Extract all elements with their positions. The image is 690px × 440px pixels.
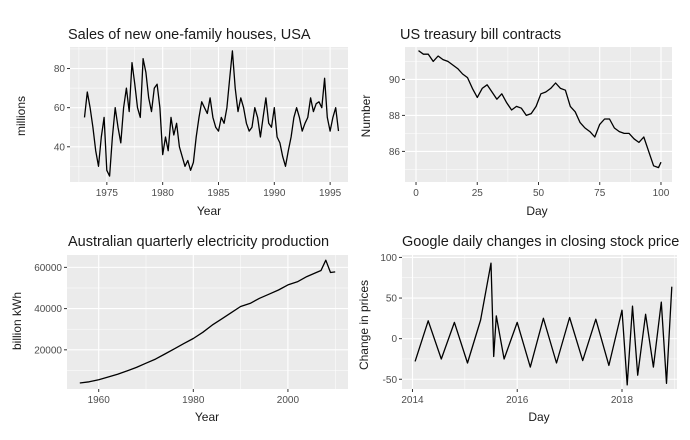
y-tick-label: 100 <box>380 253 397 264</box>
panel-house-sales: 1975 1980 1985 1990 1995 40 60 80 Sales of new … <box>14 27 348 218</box>
y-tick-label: 90 <box>389 75 401 86</box>
plot-area: 2014 2016 2018 -50 0 50 100 <box>380 253 677 406</box>
x-tick-label: 2016 <box>506 395 529 406</box>
x-tick-label: 1985 <box>207 188 230 199</box>
x-tick-label: 50 <box>533 188 545 199</box>
y-tick-label: 86 <box>389 147 401 158</box>
x-tick-label: 1990 <box>263 188 286 199</box>
y-tick-label: 60 <box>54 103 66 114</box>
x-tick-label: 2000 <box>277 395 300 406</box>
x-tick-label: 2018 <box>611 395 634 406</box>
x-tick-label: 1960 <box>88 395 111 406</box>
x-axis-title: Day <box>528 410 549 424</box>
y-tick-label: 50 <box>386 294 398 305</box>
y-axis-title: Change in prices <box>357 280 371 370</box>
y-tick-label: 60000 <box>34 263 62 274</box>
y-axis-title: millions <box>14 96 28 136</box>
chart-title: Sales of new one-family houses, USA <box>68 27 311 43</box>
chart-title: Google daily changes in closing stock pr… <box>402 234 679 250</box>
plot-area: 0 25 50 75 100 86 88 90 <box>389 47 672 199</box>
y-tick-label: 20000 <box>34 345 62 356</box>
series-line <box>418 50 662 169</box>
y-tick-label: 40 <box>54 142 66 153</box>
x-tick-label: 1975 <box>96 188 119 199</box>
y-tick-label: 80 <box>54 64 66 75</box>
x-tick-label: 25 <box>472 188 484 199</box>
panel-background <box>67 255 348 389</box>
x-axis-title: Day <box>526 204 547 218</box>
series-line <box>79 259 336 384</box>
x-tick-label: 75 <box>594 188 606 199</box>
panel-treasury-bills: 0 25 50 75 100 86 88 90 US treasury bill contra… <box>359 27 672 218</box>
x-tick-label: 1995 <box>319 188 342 199</box>
y-tick-label: 0 <box>391 334 397 345</box>
y-axis-title: Number <box>359 95 373 138</box>
y-tick-label: -50 <box>383 375 398 386</box>
series-line <box>414 262 673 386</box>
x-tick-label: 100 <box>653 188 670 199</box>
panel-google-stock: 2014 2016 2018 -50 0 50 100 Google daily chang… <box>357 234 679 424</box>
series-line <box>83 50 340 177</box>
y-tick-label: 88 <box>389 111 401 122</box>
x-tick-label: 1980 <box>152 188 175 199</box>
chart-title: US treasury bill contracts <box>400 27 561 43</box>
x-tick-label: 0 <box>413 188 419 199</box>
panel-background <box>402 255 677 389</box>
chart-title: Australian quarterly electricity product… <box>68 234 329 250</box>
x-axis-title: Year <box>195 410 219 424</box>
panel-background <box>70 47 348 182</box>
x-tick-label: 1980 <box>182 395 205 406</box>
plot-area: 1960 1980 2000 20000 40000 60000 <box>34 255 348 406</box>
plot-area: 1975 1980 1985 1990 1995 40 60 80 <box>54 47 348 199</box>
y-axis-title: billion kWh <box>10 292 24 350</box>
x-tick-label: 2014 <box>401 395 424 406</box>
panel-electricity-production: 1960 1980 2000 20000 40000 60000 Australian q… <box>10 234 348 424</box>
x-axis-title: Year <box>197 204 221 218</box>
y-tick-label: 40000 <box>34 304 62 315</box>
